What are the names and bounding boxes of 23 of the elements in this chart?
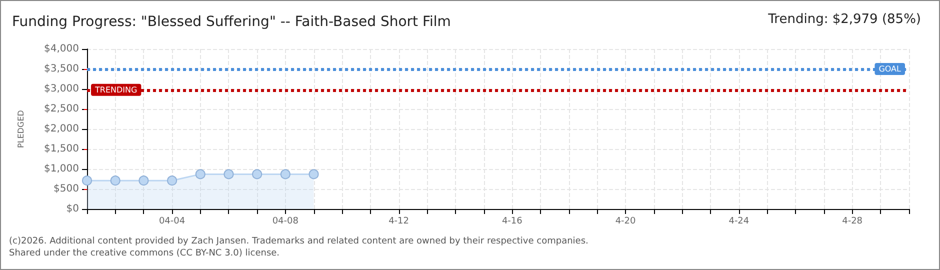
- x-tick-label: 4-28: [842, 216, 863, 226]
- y-tick-label: $3,000: [44, 84, 79, 94]
- text: (c)2026. Additional content provided by Zach Jansen. Trademarks and related content are owned by their respective companies.: [9, 236, 588, 246]
- y-tick-label: $0: [66, 204, 79, 214]
- text: Shared under the creative commons (CC BY-NC 3.0) license.: [9, 248, 280, 258]
- y-tick-label: $3,500: [44, 64, 79, 74]
- x-tick-label: 04-04: [158, 216, 186, 226]
- x-tick-label: 4-24: [728, 216, 750, 226]
- y-tick-label: $2,000: [44, 124, 79, 134]
- y-tick-label: $4,000: [44, 44, 79, 54]
- x-tick-label: 4-16: [502, 216, 523, 226]
- x-tick-label: 4-12: [388, 216, 410, 226]
- y-tick-label: $2,500: [44, 104, 79, 114]
- chart-subtitle: Trending: $2,979 (85%): [767, 12, 922, 27]
- ref-line-label: TRENDING: [94, 85, 138, 94]
- y-axis-title: PLEDGED: [16, 110, 26, 148]
- y-tick-label: $1,000: [44, 164, 79, 174]
- x-tick-label: 4-20: [615, 216, 636, 226]
- x-tick-label: 04-08: [272, 216, 299, 226]
- chart-title: Funding Progress: "Blessed Suffering" -- Faith-Based Short Film: [12, 14, 451, 30]
- y-tick-label: $1,500: [44, 144, 79, 154]
- y-tick-label: $500: [54, 184, 79, 194]
- ref-line-label: GOAL: [878, 64, 902, 74]
